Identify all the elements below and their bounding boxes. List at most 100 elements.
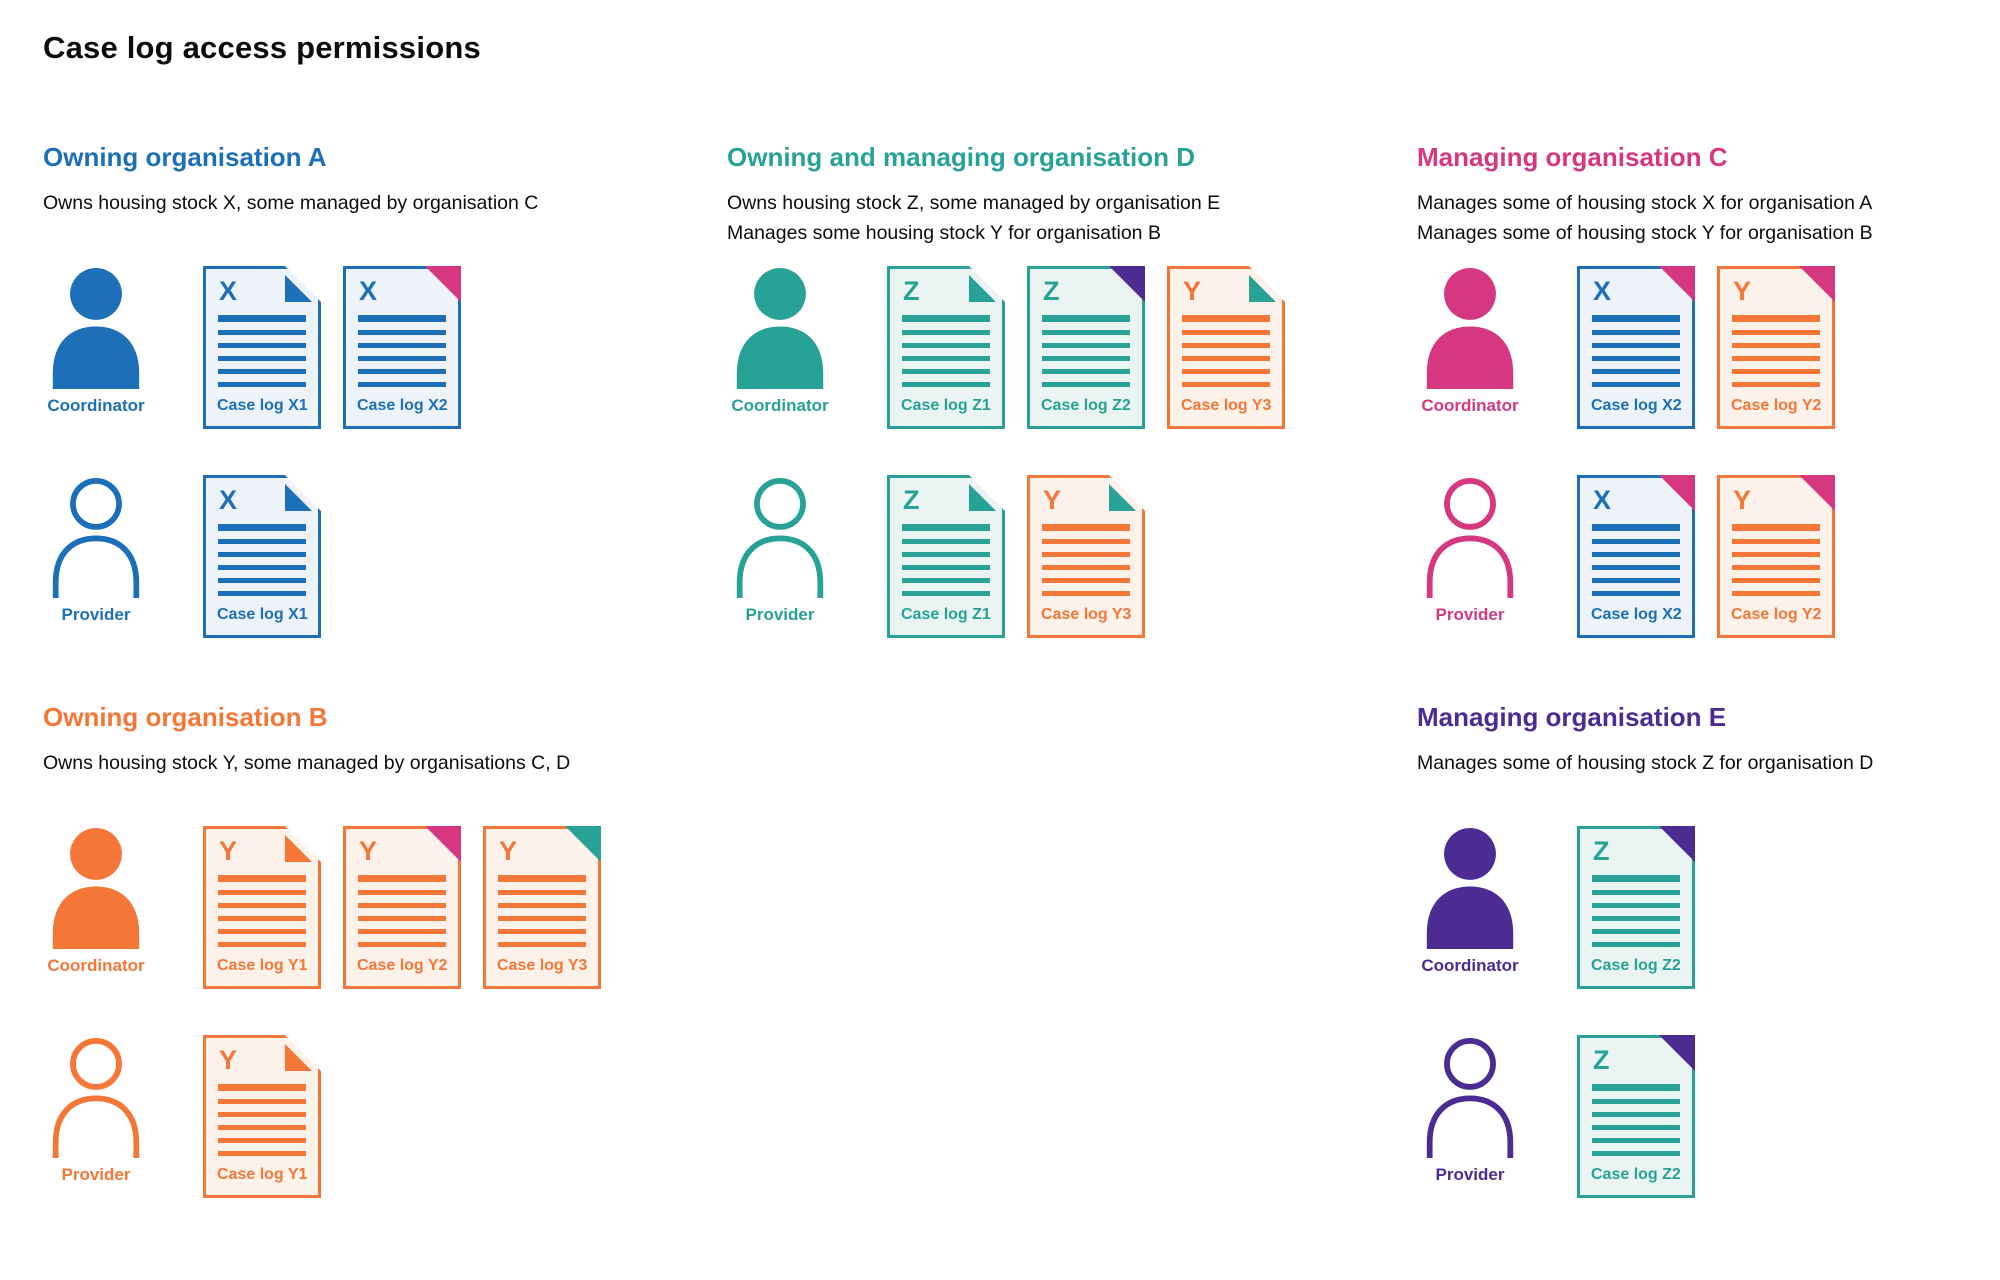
document-line — [218, 1151, 306, 1156]
document-line — [218, 916, 306, 921]
document-line — [498, 916, 586, 921]
document-line — [1592, 1112, 1680, 1117]
document-line — [218, 903, 306, 908]
document-line — [1732, 591, 1820, 596]
role-row-coordinator: Coordinator Z Case log Z2 — [1417, 826, 1873, 989]
document-text-lines — [206, 875, 318, 947]
role-label: Provider — [1435, 605, 1505, 624]
provider-person-icon — [1426, 1037, 1514, 1158]
case-log-document: Z Case log Z2 — [1027, 266, 1145, 429]
person-figure: Coordinator — [727, 266, 833, 416]
role-row-provider: Provider X Case log X1 — [43, 475, 538, 638]
coordinator-block: Coordinator — [43, 826, 203, 976]
case-log-group: Y Case log Y1 — [203, 1035, 321, 1198]
folded-corner-icon — [285, 475, 321, 511]
document-line — [498, 929, 586, 934]
role-row-provider: Provider Z Case log Z2 — [1417, 1035, 1873, 1198]
stock-letter: Z — [903, 485, 920, 515]
document-line — [1042, 330, 1130, 335]
folded-corner-icon — [1109, 475, 1145, 511]
document-line — [218, 591, 306, 596]
role-label: Coordinator — [47, 956, 145, 975]
section-description: Owns housing stock Y, some managed by or… — [43, 748, 601, 808]
document-line — [1042, 382, 1130, 387]
document-line — [1592, 524, 1680, 531]
document-line — [218, 552, 306, 557]
document-line — [1592, 903, 1680, 908]
document-text-lines — [1030, 524, 1142, 596]
document-line — [358, 356, 446, 361]
document-line — [1592, 1125, 1680, 1130]
section-owning-organisation-b: Owning organisation B Owns housing stock … — [43, 700, 601, 1198]
document-line — [902, 330, 990, 335]
document-line — [902, 539, 990, 544]
document-line — [902, 565, 990, 570]
stock-letter: Z — [903, 276, 920, 306]
section-description: Manages some of housing stock X for orga… — [1417, 188, 1873, 248]
case-log-document: X Case log X2 — [1577, 266, 1695, 429]
document-line — [498, 890, 586, 895]
document-line — [1592, 1151, 1680, 1156]
document-line — [1042, 524, 1130, 531]
document-line — [1042, 578, 1130, 583]
case-log-label: Case log Y3 — [1041, 606, 1132, 623]
document-line — [358, 330, 446, 335]
document-line — [1042, 591, 1130, 596]
role-label: Provider — [61, 605, 131, 624]
role-label: Provider — [1435, 1165, 1505, 1184]
document-line — [218, 369, 306, 374]
stock-letter: Z — [1593, 1045, 1610, 1075]
document-line — [1592, 552, 1680, 557]
case-log-document: Y Case log Y2 — [1717, 475, 1835, 638]
document-text-lines — [1720, 524, 1832, 596]
document-line — [1592, 539, 1680, 544]
case-log-label: Case log X2 — [1591, 606, 1682, 623]
document-line — [218, 890, 306, 895]
stock-letter: Y — [1183, 276, 1202, 306]
document-line — [902, 591, 990, 596]
case-log-document: Y Case log Y3 — [1167, 266, 1285, 429]
document-text-lines — [206, 524, 318, 596]
document-line — [358, 903, 446, 908]
case-log-group: Y Case log Y1 Y Case log Y2 Y Case log Y3 — [203, 826, 601, 989]
case-log-document: Y Case log Y1 — [203, 826, 321, 989]
role-row-coordinator: Coordinator Z Case log Z1 Z Case log Z2 Y Case… — [727, 266, 1285, 429]
folded-corner-icon — [285, 1035, 321, 1071]
section-managing-organisation-e: Managing organisation E Manages some of h… — [1417, 700, 1873, 1198]
section-owning-organisation-a: Owning organisation A Owns housing stock … — [43, 140, 538, 638]
case-log-group: X Case log X1 X Case log X2 — [203, 266, 461, 429]
person-figure: Coordinator — [1417, 266, 1523, 416]
case-log-group: Z Case log Z1 Z Case log Z2 Y Case log Y3 — [887, 266, 1285, 429]
case-log-label: Case log X2 — [1591, 397, 1682, 414]
role-label: Provider — [61, 1165, 131, 1184]
folded-corner-icon — [969, 266, 1005, 302]
document-text-lines — [1580, 875, 1692, 947]
case-log-document: Z Case log Z2 — [1577, 826, 1695, 989]
case-log-label: Case log Y1 — [217, 1166, 308, 1183]
section-description: Manages some of housing stock Z for orga… — [1417, 748, 1873, 808]
section-title: Owning and managing organisation D — [727, 142, 1196, 172]
document-line — [1592, 343, 1680, 348]
case-log-document: Z Case log Z2 — [1577, 1035, 1695, 1198]
stock-letter: Y — [1733, 276, 1752, 306]
document-line — [1182, 369, 1270, 374]
stock-letter: X — [1593, 276, 1612, 306]
managing-org-corner-icon — [1799, 475, 1835, 511]
person-figure: Provider — [43, 475, 149, 625]
document-line — [218, 524, 306, 531]
document-line — [358, 369, 446, 374]
document-line — [1732, 382, 1820, 387]
stock-letter: Y — [499, 836, 518, 866]
document-line — [358, 382, 446, 387]
case-log-label: Case log Y2 — [1731, 606, 1822, 623]
document-line — [1042, 315, 1130, 322]
coordinator-person-icon — [736, 267, 824, 389]
description-line: Owns housing stock Y, some managed by or… — [43, 752, 571, 774]
stock-letter: Y — [219, 1045, 238, 1075]
case-log-group: X Case log X2 Y Case log Y2 — [1577, 475, 1835, 638]
section-description: Owns housing stock X, some managed by or… — [43, 188, 538, 248]
document-line — [1592, 1099, 1680, 1104]
document-line — [218, 1125, 306, 1130]
managing-org-corner-icon — [425, 266, 461, 302]
document-line — [1732, 552, 1820, 557]
